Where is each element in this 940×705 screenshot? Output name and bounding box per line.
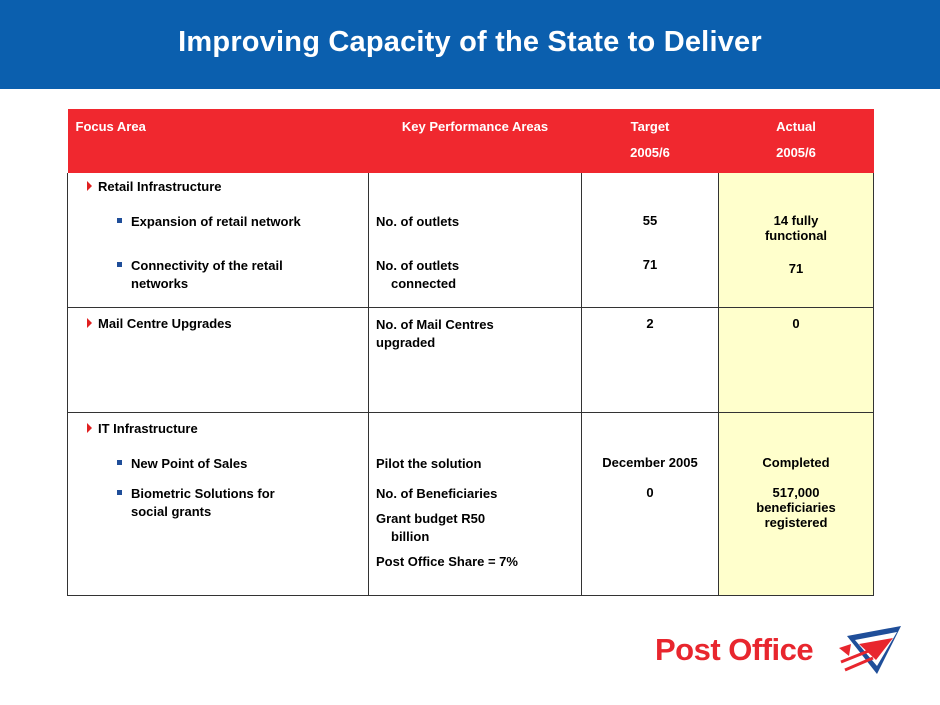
actual-cell: 14 fully functional [718,213,874,257]
empty-cell [718,173,874,213]
header-target: Target 2005/6 [581,109,719,173]
kpa-cell: No. of outlets connected [368,257,582,308]
kpa-text: No. of Beneficiaries [376,486,498,501]
empty-cell [581,412,719,455]
focus-text: Expansion of retail network [131,214,301,229]
actual-cell: 517,000 beneficiaries registered [718,485,874,596]
focus-text: networks [131,276,189,291]
header-target-label: Target [630,119,670,134]
section-row-retail: Retail Infrastructure [67,173,874,213]
header-kpa: Key Performance Areas [368,109,582,173]
target-cell: 0 [581,485,719,596]
empty-cell [368,412,582,455]
kpa-text: No. of outlets [376,214,460,229]
actual-line: 14 fully [773,213,819,228]
section-row-mail: Mail Centre Upgrades No. of Mail Centres… [67,307,874,413]
table-row: Biometric Solutions for social grants No… [67,485,874,596]
header-actual: Actual 2005/6 [718,109,874,173]
kpa-text: upgraded [376,335,436,350]
kpa-cell: No. of outlets [368,213,582,257]
kpa-cell: Pilot the solution [368,455,582,485]
arrow-bullet-icon [87,181,92,191]
table-header-row: Focus Area Key Performance Areas Target … [67,109,874,173]
actual-cell: 71 [718,257,874,308]
empty-cell [368,173,582,213]
kpa-text: Pilot the solution [376,456,482,471]
section-title-text: Mail Centre Upgrades [98,316,232,331]
performance-table: Focus Area Key Performance Areas Target … [67,109,874,596]
kpa-text: Post Office Share = 7% [376,554,518,569]
target-cell: 71 [581,257,719,308]
target-cell: 2 [581,307,719,413]
kpa-text: connected [391,276,457,291]
kpa-text: No. of Mail Centres [376,317,494,332]
arrow-bullet-icon [87,318,92,328]
actual-line: 517,000 [772,485,820,500]
kpa-text: Grant budget R50 [376,511,486,526]
section-title-mail: Mail Centre Upgrades [68,316,368,331]
section-title-retail: Retail Infrastructure [68,179,368,194]
arrow-bullet-icon [87,423,92,433]
focus-item: Biometric Solutions for social grants [68,485,368,521]
section-title-text: IT Infrastructure [98,421,198,436]
focus-text: New Point of Sales [131,456,248,471]
section-cell: IT Infrastructure [67,412,369,455]
empty-cell [718,412,874,455]
actual-line: functional [764,228,828,243]
actual-cell: Completed [718,455,874,485]
focus-text: Connectivity of the retail [131,258,283,273]
target-cell: December 2005 [581,455,719,485]
kpa-cell: No. of Beneficiaries Grant budget R50 bi… [368,485,582,596]
actual-line: beneficiaries [756,500,836,515]
header-focus-area: Focus Area [67,109,369,173]
section-cell: Mail Centre Upgrades [67,307,369,413]
focus-cell: New Point of Sales [67,455,369,485]
focus-cell: Connectivity of the retail networks [67,257,369,308]
focus-text: Biometric Solutions for [131,486,275,501]
actual-cell: 0 [718,307,874,413]
table-row: Connectivity of the retail networks No. … [67,257,874,308]
focus-item: Expansion of retail network [68,213,368,231]
header-actual-year: 2005/6 [776,145,816,160]
logo-text: Post Office [655,632,814,667]
kpa-text: No. of outlets [376,258,460,273]
focus-cell: Biometric Solutions for social grants [67,485,369,596]
section-title-it: IT Infrastructure [68,421,368,436]
header-actual-label: Actual [776,119,816,134]
section-title-text: Retail Infrastructure [98,179,222,194]
kpa-text: billion [391,529,430,544]
table-row: Expansion of retail network No. of outle… [67,213,874,257]
kpa-cell: No. of Mail Centres upgraded [368,307,582,413]
header-target-year: 2005/6 [630,145,670,160]
actual-line: registered [764,515,828,530]
focus-item: Connectivity of the retail networks [68,257,368,293]
envelope-arrow-icon [839,626,901,674]
section-cell: Retail Infrastructure [67,173,369,213]
empty-cell [581,173,719,213]
post-office-logo: Post Office [655,622,905,678]
title-banner: Improving Capacity of the State to Deliv… [0,0,940,89]
focus-text: social grants [131,504,212,519]
target-cell: 55 [581,213,719,257]
square-bullet-icon [117,460,122,465]
focus-cell: Expansion of retail network [67,213,369,257]
table-row: New Point of Sales Pilot the solution De… [67,455,874,485]
page-title: Improving Capacity of the State to Deliv… [178,26,762,58]
square-bullet-icon [117,218,122,223]
square-bullet-icon [117,490,122,495]
square-bullet-icon [117,262,122,267]
section-row-it: IT Infrastructure [67,412,874,455]
focus-item: New Point of Sales [68,455,368,473]
